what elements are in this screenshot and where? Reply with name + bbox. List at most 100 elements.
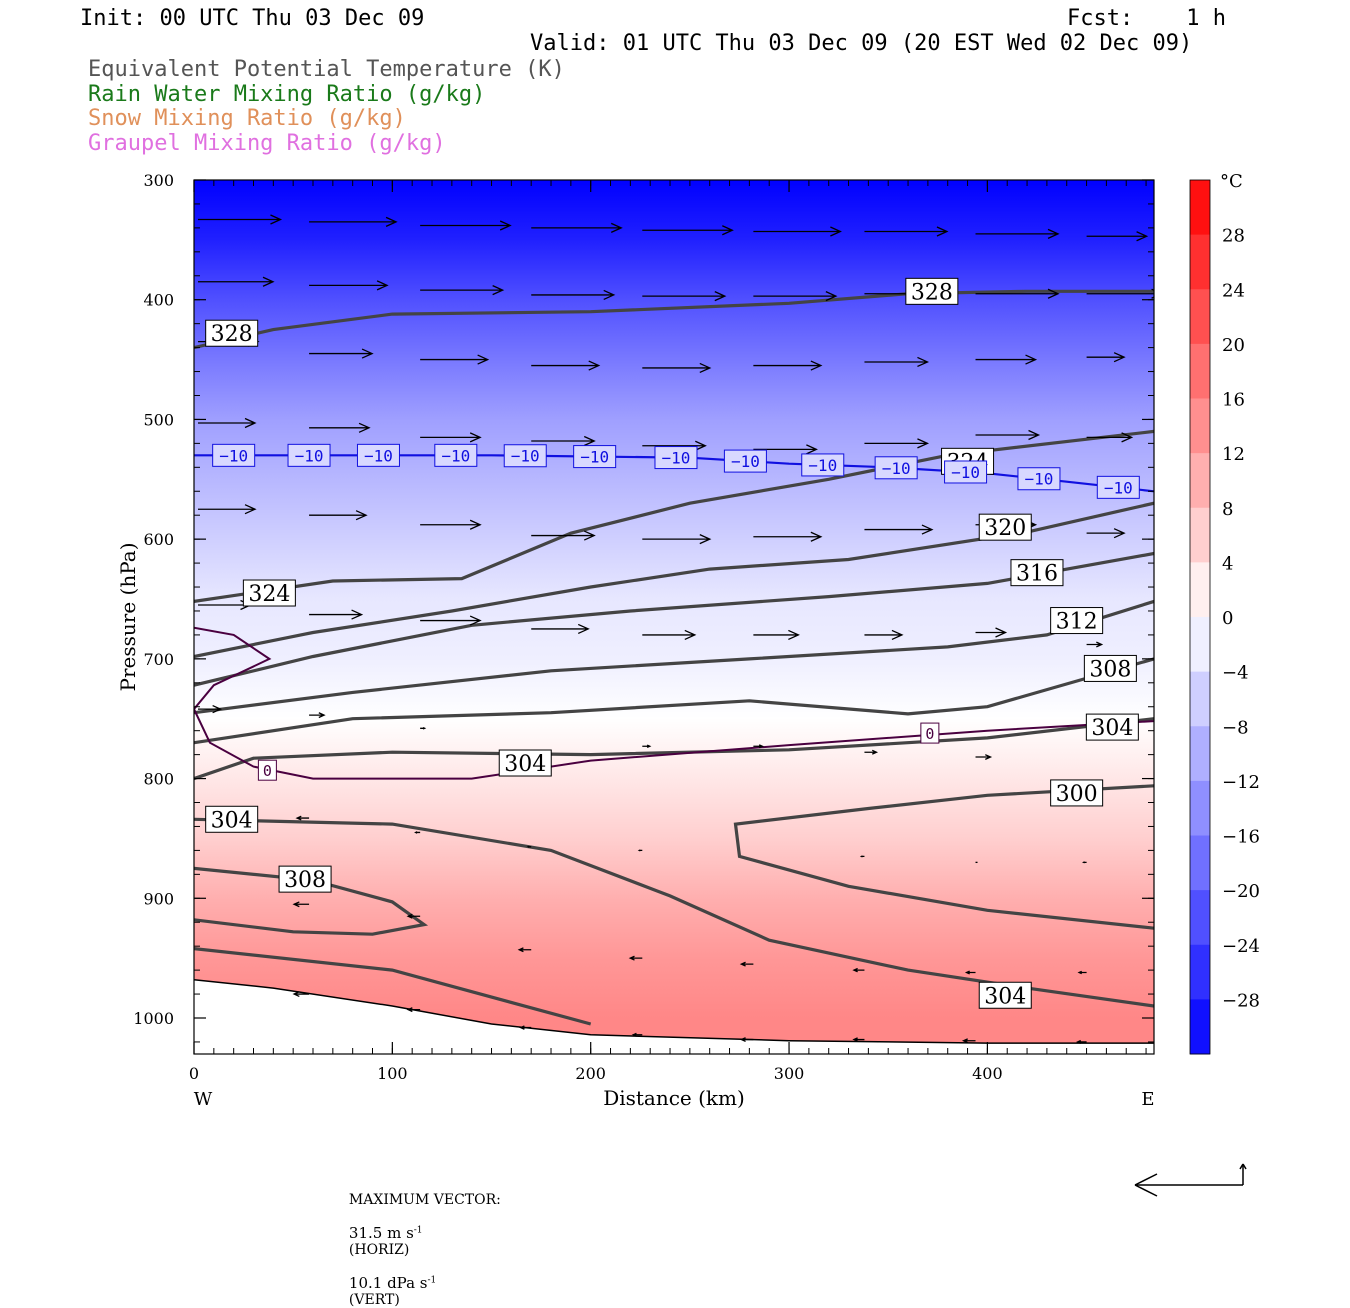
max-vector-label: MAXIMUM VECTOR:: [348, 1192, 501, 1208]
colorbar-label: −12: [1222, 772, 1260, 793]
isotherm-minus10-label: −10: [723, 449, 767, 473]
isotherm-zero-loop: [194, 626, 272, 710]
wind-vector: [531, 360, 601, 371]
wind-vector: [975, 288, 1060, 299]
colorbar-segment: [1190, 890, 1210, 946]
svg-text:−10: −10: [731, 452, 760, 471]
colorbar-label: −8: [1222, 717, 1249, 738]
horiz-label: (HORIZ): [348, 1242, 410, 1258]
legend-theta-e: Equivalent Potential Temperature (K): [88, 57, 565, 82]
wind-vector: [642, 629, 697, 641]
svg-text:−10: −10: [580, 448, 609, 467]
svg-text:−10: −10: [1104, 478, 1133, 497]
isotherm-minus10-label: −10: [356, 443, 400, 467]
wind-vector: [198, 504, 257, 515]
svg-text:316: 316: [1016, 562, 1058, 587]
valid-time: Valid: 01 UTC Thu 03 Dec 09 (20 EST Wed …: [530, 31, 1193, 56]
theta-e-label: 304: [498, 749, 552, 777]
y-tick-label: 800: [143, 770, 174, 789]
wind-vector: [864, 524, 934, 535]
y-tick-label: 500: [143, 410, 174, 429]
x-tick-label: 300: [774, 1064, 805, 1083]
wind-vector: [975, 228, 1060, 239]
svg-text:300: 300: [1056, 782, 1098, 807]
theta-e-contour-316: [194, 551, 1154, 687]
svg-text:0: 0: [925, 725, 934, 743]
x-end-west: W: [194, 1089, 213, 1110]
wind-vector: [420, 354, 490, 365]
y-tick-label: 300: [143, 171, 174, 190]
colorbar-label: −24: [1222, 936, 1260, 957]
theta-e-label: 320: [978, 513, 1032, 541]
max-vector-footer: MAXIMUM VECTOR: 31.5 m s-1 (HORIZ) 10.1 …: [340, 1176, 501, 1308]
wind-vector: [964, 970, 976, 975]
wind-vector: [292, 901, 310, 908]
wind-vector: [753, 531, 823, 542]
svg-text:−10: −10: [219, 446, 248, 465]
svg-text:304: 304: [504, 752, 546, 777]
x-tick-label: 200: [575, 1064, 606, 1083]
wind-vector: [739, 961, 754, 967]
wind-vector: [642, 225, 734, 236]
temperature-background: [194, 180, 1154, 1054]
wind-vector: [859, 855, 865, 858]
wind-vector: [637, 849, 643, 852]
contour-labels: 3283283243243203163123083043043043083003…: [205, 277, 1140, 1009]
colorbar-unit: °C: [1220, 171, 1243, 192]
wind-vector: [642, 534, 712, 545]
svg-text:304: 304: [211, 808, 253, 833]
isotherm-minus10-label: −10: [801, 453, 845, 477]
colorbar-segment: [1190, 234, 1210, 290]
colorbar-segment: [1190, 453, 1210, 509]
below-ground: [194, 979, 1154, 1054]
y-tick-label: 700: [143, 650, 174, 669]
svg-text:−10: −10: [295, 446, 324, 465]
svg-text:308: 308: [284, 868, 326, 893]
wind-vector: [198, 705, 223, 714]
vert-value: 10.1 dPa s: [348, 1274, 428, 1292]
wind-vector: [1082, 861, 1087, 864]
colorbar-label: 0: [1222, 608, 1233, 629]
wind-vector: [642, 362, 712, 374]
x-tick-label: 0: [189, 1064, 199, 1083]
wind-vector: [852, 1037, 865, 1042]
wind-vector: [631, 1032, 643, 1037]
svg-text:−10: −10: [511, 447, 540, 466]
y-tick-label: 900: [143, 889, 174, 908]
svg-text:312: 312: [1056, 610, 1098, 635]
horiz-exp: -1: [413, 1225, 423, 1236]
wind-vector: [309, 216, 398, 227]
wind-vector: [531, 435, 596, 447]
isotherm-minus10-label: −10: [573, 445, 617, 469]
wind-vector: [1076, 1039, 1087, 1044]
svg-text:−10: −10: [441, 446, 470, 465]
wind-vector: [1086, 352, 1126, 363]
svg-text:308: 308: [1089, 657, 1131, 682]
wind-vector: [309, 609, 364, 620]
colorbar-segment: [1190, 398, 1210, 454]
wind-vector: [309, 280, 389, 291]
isotherm-minus10-label: −10: [1096, 475, 1140, 499]
svg-text:−10: −10: [951, 463, 980, 482]
colorbar-label: 4: [1222, 553, 1233, 574]
wind-vector: [753, 629, 800, 641]
colorbar-segment: [1190, 180, 1210, 236]
wind-vector: [198, 276, 275, 287]
wind-vector: [1086, 288, 1154, 299]
surface-line: [194, 978, 1154, 1044]
colorbar-segment: [1190, 671, 1210, 727]
colorbar-segment: [1190, 944, 1210, 1000]
wind-vector: [406, 913, 421, 919]
wind-vector: [531, 289, 616, 301]
wind-vector: [975, 429, 1041, 441]
isotherm-minus10-label: −10: [1017, 467, 1061, 491]
theta-e-label: 308: [1083, 654, 1137, 682]
wind-vector: [961, 1038, 976, 1044]
horiz-value: 31.5 m s: [348, 1224, 414, 1242]
wind-vector: [420, 519, 482, 530]
colorbar-label: 16: [1222, 390, 1245, 411]
theta-e-label: 304: [205, 805, 259, 833]
wind-vector: [864, 356, 930, 368]
wind-vector: [420, 432, 482, 443]
x-tick-label: 100: [377, 1064, 408, 1083]
